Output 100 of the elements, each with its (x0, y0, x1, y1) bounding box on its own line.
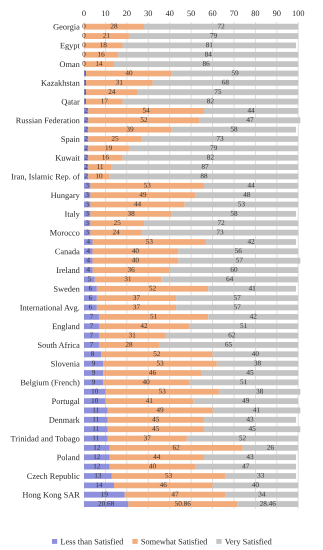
bar (86, 98, 123, 104)
bar (200, 117, 300, 124)
bar (84, 202, 90, 208)
y-tick-label: Poland (56, 454, 80, 460)
bar (96, 304, 176, 310)
bar (90, 192, 196, 198)
bar (208, 286, 296, 292)
bar (122, 42, 296, 48)
bar (108, 426, 204, 432)
bar (84, 314, 99, 320)
bar (103, 379, 189, 386)
bar (208, 314, 298, 320)
bar (103, 370, 202, 376)
y-tick-label: Canada (55, 248, 80, 254)
bar (124, 492, 226, 498)
bar (110, 445, 243, 451)
bar (204, 182, 298, 189)
bar (237, 501, 298, 507)
bar (84, 436, 108, 442)
bar (108, 416, 204, 423)
bar (90, 182, 204, 189)
bar (84, 482, 114, 488)
y-tick-label: England (52, 323, 80, 331)
bar (165, 332, 298, 338)
bar (105, 398, 194, 404)
bar (90, 210, 172, 217)
legend-label: Less than Satisfied (60, 538, 124, 544)
x-tick-label: 70 (230, 10, 238, 16)
bar (110, 454, 204, 460)
bar (128, 33, 298, 39)
bar (88, 154, 123, 161)
bar (112, 473, 226, 479)
bar (96, 286, 208, 292)
bar (193, 398, 298, 404)
bar (84, 295, 97, 302)
y-tick-label: Hong Kong SAR (22, 492, 80, 500)
bar (84, 342, 99, 348)
bar (176, 304, 298, 310)
bar (84, 33, 129, 39)
x-tick-label: 80 (252, 10, 260, 16)
bar (90, 202, 185, 208)
x-tick-label: 0 (82, 10, 86, 16)
bar (225, 473, 296, 479)
y-tick-label: Spain (61, 136, 80, 144)
bar (84, 464, 110, 470)
bar (216, 360, 298, 367)
bar (188, 323, 298, 330)
y-tick-label: Georgia (53, 24, 80, 32)
y-tick-label: Kuwait (56, 155, 80, 161)
bar (172, 210, 296, 217)
bar (84, 61, 114, 68)
bar (170, 267, 298, 273)
y-tick-label: Czech Republic (27, 473, 80, 481)
bar (225, 492, 298, 498)
bar (98, 342, 159, 348)
y-tick-label: Portugal (52, 398, 80, 406)
bar (88, 117, 200, 124)
y-tick-label: Iran, Islamic Rep. of (11, 174, 80, 182)
y-tick-label: Trinidad and Tobago (10, 436, 80, 444)
bar (110, 174, 298, 180)
bar (84, 501, 128, 507)
bar (204, 416, 296, 423)
bar (118, 52, 298, 58)
bar (84, 210, 90, 217)
bar (186, 436, 298, 442)
bar (88, 164, 112, 170)
bar (98, 314, 208, 320)
bar (172, 126, 296, 133)
y-tick-label: Belgium (French) (20, 379, 80, 388)
bar (128, 501, 238, 507)
bar (84, 276, 95, 282)
y-tick-label: Kazakhstan (41, 80, 80, 86)
bar (112, 164, 298, 170)
bar (84, 42, 123, 48)
bar (138, 89, 298, 96)
y-tick-label: Qatar (62, 98, 80, 106)
bar (212, 408, 300, 414)
bar (98, 332, 166, 338)
bar (144, 220, 298, 226)
y-tick-label: Denmark (49, 416, 80, 423)
bar (90, 230, 142, 236)
x-tick-label: 40 (166, 10, 174, 16)
y-tick-label: Slovenia (51, 360, 80, 367)
bar (144, 24, 298, 30)
bar (84, 445, 110, 451)
bar (84, 323, 99, 330)
bar (142, 230, 298, 236)
y-tick-label: International Avg. (20, 304, 80, 312)
bar (103, 360, 217, 367)
bar (92, 258, 178, 264)
x-tick-label: 90 (272, 10, 281, 16)
bar (204, 454, 296, 460)
bar (84, 24, 144, 30)
y-tick-label: Oman (60, 61, 80, 68)
bar (90, 220, 144, 226)
bar (178, 248, 298, 254)
bar (202, 370, 298, 376)
bar (84, 473, 112, 479)
legend-label: Somewhat Satisfied (141, 538, 208, 544)
bar (86, 70, 172, 76)
